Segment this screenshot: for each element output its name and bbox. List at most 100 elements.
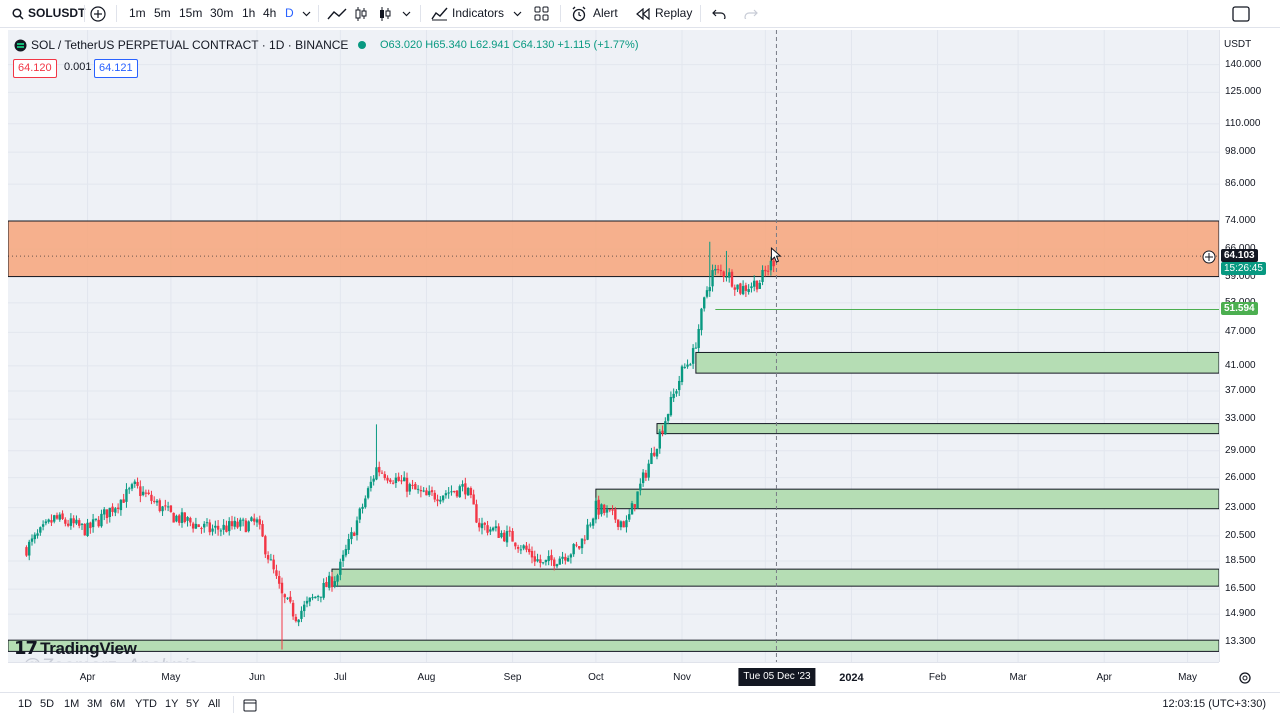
candle-body xyxy=(58,514,61,520)
range-all-button[interactable]: All xyxy=(208,698,221,710)
line-chart-icon[interactable] xyxy=(327,0,347,27)
bar-chart-icon[interactable] xyxy=(354,0,368,27)
time-tick-label: Mar xyxy=(1009,672,1027,683)
settings-gear-icon[interactable] xyxy=(1238,671,1252,688)
range-3m-button[interactable]: 3M xyxy=(87,698,103,710)
candle-body xyxy=(580,538,584,549)
time-tick-label: Jun xyxy=(248,672,266,683)
interval-4h-button[interactable]: 4h xyxy=(263,6,277,20)
divider xyxy=(318,5,319,22)
candle-body xyxy=(114,508,117,513)
candle-body xyxy=(147,492,150,495)
range-ytd-button[interactable]: YTD xyxy=(135,698,157,710)
range-5d-button[interactable]: 5D xyxy=(40,698,55,710)
time-cursor-label: Tue 05 Dec '23 xyxy=(738,668,816,686)
candle-body xyxy=(297,619,300,623)
candle-body xyxy=(494,526,498,529)
candle-body xyxy=(189,517,192,523)
candle-body xyxy=(250,517,253,521)
candle-body xyxy=(353,532,356,536)
candle-body xyxy=(455,490,459,497)
undo-icon[interactable] xyxy=(712,0,726,27)
compare-add-icon[interactable] xyxy=(90,0,106,27)
alert-button[interactable]: Alert xyxy=(593,6,618,20)
candles-icon[interactable] xyxy=(378,0,392,27)
candle-body xyxy=(339,561,342,575)
indicators-button[interactable]: Indicators xyxy=(452,6,505,20)
range-1m-button[interactable]: 1M xyxy=(64,698,80,710)
interval-30m-button[interactable]: 30m xyxy=(210,6,234,20)
price-tick-label: 74.000 xyxy=(1225,215,1256,226)
candle-body xyxy=(625,520,628,528)
candle-body xyxy=(108,507,111,517)
candle-body xyxy=(116,507,120,509)
candle-body xyxy=(364,498,367,508)
candle-body xyxy=(122,499,125,503)
range-1d-button[interactable]: 1D xyxy=(18,698,33,710)
range-6m-button[interactable]: 6M xyxy=(110,698,126,710)
clock-timezone[interactable]: 12:03:15 (UTC+3:30) xyxy=(1162,698,1266,710)
candle-body xyxy=(216,525,220,530)
fullscreen-icon[interactable] xyxy=(1232,0,1250,27)
candle-body xyxy=(391,482,395,484)
templates-grid-icon[interactable] xyxy=(534,0,549,27)
candle-body xyxy=(64,519,67,524)
alarm-clock-icon[interactable] xyxy=(571,0,587,27)
chevron-down-icon[interactable] xyxy=(513,0,522,27)
support-zone xyxy=(8,639,1219,652)
candle-body xyxy=(419,489,423,492)
price-tick-label: 53.000 xyxy=(1225,297,1261,308)
candle-body xyxy=(714,268,717,271)
candle-body xyxy=(169,505,173,512)
symbol-title[interactable]: SOL / TetherUS PERPETUAL CONTRACT · 1D ·… xyxy=(31,38,349,52)
price-tick-label: 33.000 xyxy=(1225,413,1256,425)
chevron-down-icon[interactable] xyxy=(402,0,411,27)
price-tick-label: 13.300 xyxy=(1225,636,1256,647)
candle-body xyxy=(89,522,92,529)
candle-body xyxy=(311,597,314,599)
date-range-calendar-icon[interactable] xyxy=(243,698,257,715)
time-axis[interactable] xyxy=(8,662,1219,690)
crosshair-add-icon[interactable] xyxy=(1202,250,1216,267)
currency-label[interactable]: USDT xyxy=(1224,39,1252,50)
price-tick-label: 37.000 xyxy=(1225,385,1256,397)
candle-body xyxy=(647,463,650,478)
time-tick-label: May xyxy=(1178,672,1197,683)
candle-body xyxy=(219,530,223,532)
chart-pane[interactable] xyxy=(8,30,1219,662)
symbol-search-button[interactable]: SOLUSDT xyxy=(28,6,86,20)
price-scale[interactable] xyxy=(1219,30,1268,662)
range-5y-button[interactable]: 5Y xyxy=(186,698,200,710)
candle-body xyxy=(39,527,42,533)
ask-price-box[interactable]: 64.121 xyxy=(94,59,138,78)
candle-body xyxy=(689,364,692,366)
candle-body xyxy=(366,488,370,498)
candle-body xyxy=(336,575,339,582)
interval-1m-button[interactable]: 1m xyxy=(129,6,146,20)
candle-body xyxy=(491,527,495,531)
candle-body xyxy=(705,290,709,297)
candle-body xyxy=(275,570,278,576)
candle-body xyxy=(341,554,345,561)
range-1y-button[interactable]: 1Y xyxy=(165,698,179,710)
candle-body xyxy=(508,530,511,532)
candle-body xyxy=(700,308,703,331)
replay-icon[interactable] xyxy=(636,0,650,27)
candle-body xyxy=(425,490,428,496)
candle-body xyxy=(614,509,617,520)
interval-5m-button[interactable]: 5m xyxy=(154,6,171,20)
replay-button[interactable]: Replay xyxy=(655,6,693,20)
candle-body xyxy=(408,484,411,492)
candle-body xyxy=(666,414,670,421)
candle-body xyxy=(66,523,70,526)
interval-d-button[interactable]: D xyxy=(285,6,294,20)
redo-icon[interactable] xyxy=(744,0,758,27)
price-chart[interactable] xyxy=(8,30,1219,662)
candle-body xyxy=(214,525,217,528)
interval-1h-button[interactable]: 1h xyxy=(242,6,256,20)
search-icon[interactable] xyxy=(12,0,24,27)
interval-15m-button[interactable]: 15m xyxy=(179,6,203,20)
chevron-down-icon[interactable] xyxy=(302,0,311,27)
indicators-icon[interactable] xyxy=(431,0,448,27)
bid-price-box[interactable]: 64.120 xyxy=(13,59,57,78)
